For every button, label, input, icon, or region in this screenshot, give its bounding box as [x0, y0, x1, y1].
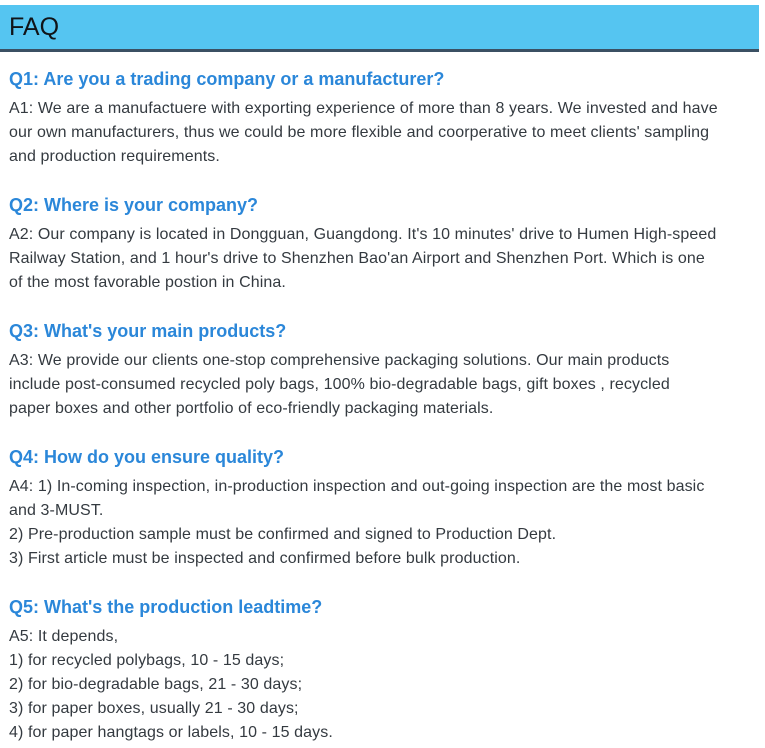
faq-answer-line: A2: Our company is located in Dongguan, … [9, 226, 717, 243]
faq-answer-line: 2) for bio-degradable bags, 21 - 30 days… [9, 676, 303, 693]
faq-answer-line: include post-consumed recycled poly bags… [9, 376, 670, 393]
faq-answer-line: 1) for recycled polybags, 10 - 15 days; [9, 652, 285, 669]
faq-item: Q2: Where is your company? A2: Our compa… [9, 195, 755, 295]
faq-answer: A2: Our company is located in Dongguan, … [9, 223, 755, 295]
faq-answer: A5: It depends, 1) for recycled polybags… [9, 625, 755, 745]
faq-item: Q3: What's your main products? A3: We pr… [9, 321, 755, 421]
faq-answer-line: and 3-MUST. [9, 502, 104, 519]
faq-question: Q4: How do you ensure quality? [9, 447, 285, 467]
faq-answer-line: 3) First article must be inspected and c… [9, 550, 521, 567]
faq-answer-line: paper boxes and other portfolio of eco-f… [9, 400, 494, 417]
faq-answer-line: our own manufacturers, thus we could be … [9, 124, 710, 141]
faq-question: Q5: What's the production leadtime? [9, 597, 323, 617]
faq-answer-line: A4: 1) In-coming inspection, in-producti… [9, 478, 705, 495]
faq-answer-line: 2) Pre-production sample must be confirm… [9, 526, 557, 543]
faq-content: Q1: Are you a trading company or a manuf… [0, 52, 765, 745]
page-title: FAQ [9, 12, 60, 41]
faq-answer-line: of the most favorable postion in China. [9, 274, 286, 291]
faq-answer: A3: We provide our clients one-stop comp… [9, 349, 755, 421]
faq-answer-line: A5: It depends, [9, 628, 119, 645]
faq-item: Q5: What's the production leadtime? A5: … [9, 597, 755, 745]
faq-answer-line: Railway Station, and 1 hour's drive to S… [9, 250, 705, 267]
faq-answer-line: 3) for paper boxes, usually 21 - 30 days… [9, 700, 299, 717]
faq-answer: A1: We are a manufactuere with exporting… [9, 97, 755, 169]
faq-item: Q4: How do you ensure quality? A4: 1) In… [9, 447, 755, 571]
faq-item: Q1: Are you a trading company or a manuf… [9, 69, 755, 169]
faq-header-bar: FAQ [0, 5, 759, 52]
faq-question: Q3: What's your main products? [9, 321, 287, 341]
faq-question: Q2: Where is your company? [9, 195, 259, 215]
faq-answer-line: A1: We are a manufactuere with exporting… [9, 100, 718, 117]
faq-answer-line: 4) for paper hangtags or labels, 10 - 15… [9, 724, 333, 741]
faq-answer: A4: 1) In-coming inspection, in-producti… [9, 475, 755, 571]
faq-answer-line: and production requirements. [9, 148, 220, 165]
faq-question: Q1: Are you a trading company or a manuf… [9, 69, 445, 89]
faq-answer-line: A3: We provide our clients one-stop comp… [9, 352, 670, 369]
